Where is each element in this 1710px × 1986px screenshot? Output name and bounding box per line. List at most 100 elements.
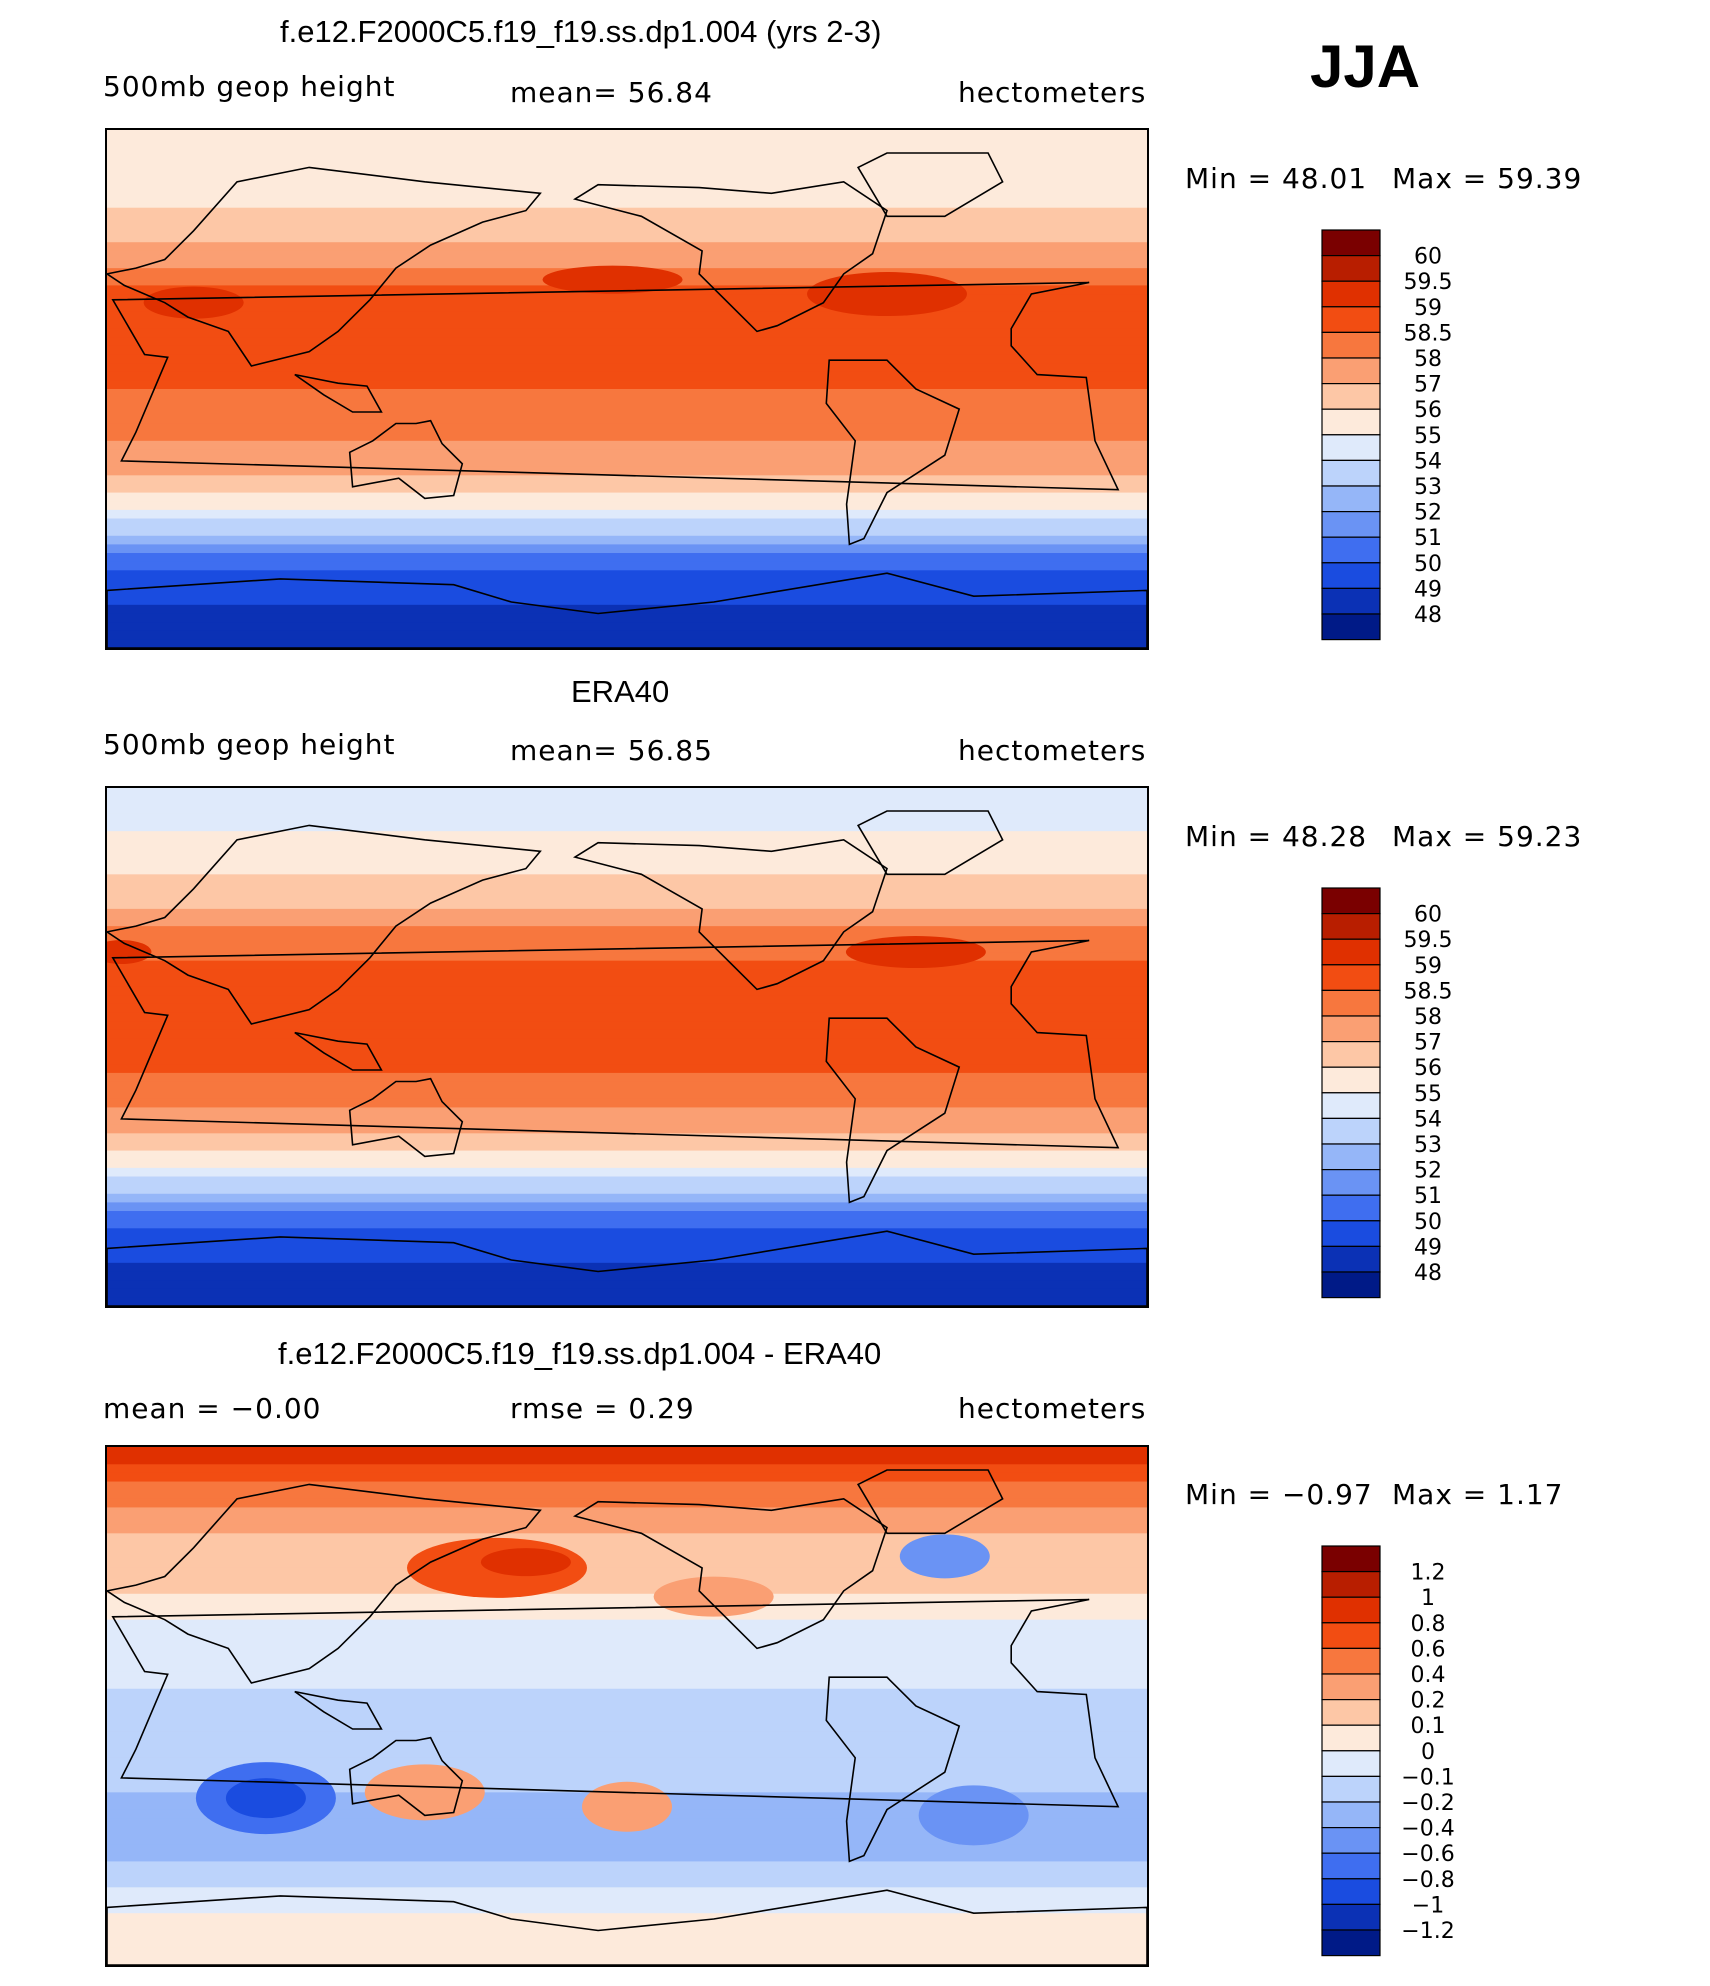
colorbar-swatch [1321, 1545, 1381, 1573]
contour-band [107, 553, 1147, 563]
contour-band [107, 917, 1147, 927]
coastline [856, 1469, 1004, 1535]
colorbar-swatch [1321, 1143, 1381, 1171]
contour-band [107, 492, 1147, 502]
anomaly-region [364, 1764, 485, 1821]
contour-band [107, 1150, 1147, 1160]
contour-band [107, 190, 1147, 200]
coastline [107, 1483, 542, 1684]
contour-band [107, 1541, 1147, 1552]
coastline [825, 359, 961, 546]
colorbar-swatch [1321, 1724, 1381, 1752]
contour-band [107, 891, 1147, 901]
contour-band [107, 1550, 1147, 1560]
contour-band [107, 380, 1147, 390]
panel-1-max-label: Max = 59.39 [1392, 162, 1583, 195]
contour-band [107, 1930, 1147, 1940]
contour-band [107, 1636, 1147, 1647]
contour-band [107, 423, 1147, 433]
coastline [572, 1497, 888, 1650]
coastline [825, 1017, 961, 1204]
colorbar-tick-label: −1 [1412, 1893, 1444, 1918]
contour-band [107, 1947, 1147, 1957]
panel-2-max-label: Max = 59.23 [1392, 820, 1583, 853]
high-pressure-region [845, 936, 986, 969]
coastline [107, 1230, 1147, 1306]
contour-band [107, 250, 1147, 261]
contour-band [107, 1895, 1147, 1906]
colorbar-tick-label: 49 [1414, 577, 1442, 602]
contour-band [107, 1887, 1147, 1897]
contour-band [107, 1481, 1147, 1491]
contour-band [107, 1576, 1147, 1586]
contour-band [107, 1766, 1147, 1776]
contour-band [107, 328, 1147, 338]
contour-band [107, 570, 1147, 580]
anomaly-region [480, 1548, 571, 1577]
contour-band [107, 354, 1147, 364]
colorbar-swatch [1321, 989, 1381, 1017]
contour-band [107, 630, 1147, 640]
contour-band [107, 1072, 1147, 1083]
contour-band [107, 518, 1147, 528]
colorbar-tick-label: 53 [1414, 475, 1442, 500]
contour-band [107, 1116, 1147, 1126]
contour-band [107, 440, 1147, 451]
contour-band [107, 1870, 1147, 1880]
contour-band [107, 1211, 1147, 1221]
contour-band [107, 874, 1147, 884]
colorbar-swatch [1321, 964, 1381, 992]
contour-band [107, 1029, 1147, 1039]
contour-band [107, 397, 1147, 407]
coastline [348, 419, 464, 500]
panel-2-mean-label: mean= 56.85 [510, 734, 713, 767]
contour-band [107, 587, 1147, 597]
contour-band [107, 199, 1147, 209]
contour-band [107, 1662, 1147, 1673]
contour-band [107, 1507, 1147, 1517]
coastline [111, 281, 1120, 491]
colorbar-tick-label: 57 [1414, 1031, 1442, 1056]
colorbar-tick-label: 59 [1414, 954, 1442, 979]
colorbar-tick-label: 1 [1421, 1586, 1435, 1611]
panel-2-map [105, 786, 1149, 1308]
contour-band [107, 986, 1147, 996]
coastline [294, 1690, 383, 1730]
contour-band [107, 1585, 1147, 1595]
high-pressure-region [542, 265, 683, 294]
contour-band [107, 242, 1147, 252]
colorbar-swatch [1321, 1903, 1381, 1931]
colorbar-swatch [1321, 331, 1381, 359]
contour-band [107, 224, 1147, 235]
contour-band [107, 259, 1147, 269]
contour-band [107, 934, 1147, 944]
contour-band [107, 639, 1147, 648]
contour-band [107, 544, 1147, 554]
contour-band [107, 1228, 1147, 1238]
colorbar-tick-label: −0.1 [1401, 1765, 1454, 1790]
colorbar-tick-label: 55 [1414, 1082, 1442, 1107]
contour-band [107, 788, 1147, 798]
colorbar-tick-label: −0.2 [1401, 1791, 1454, 1816]
colorbar-swatch [1321, 1169, 1381, 1196]
contour-band [107, 1645, 1147, 1655]
colorbar-tick-label: 0.4 [1411, 1663, 1446, 1688]
contour-band [107, 1844, 1147, 1854]
contour-band [107, 1878, 1147, 1888]
contour-band [107, 857, 1147, 867]
contour-band [107, 475, 1147, 485]
contour-band [107, 1021, 1147, 1031]
colorbar-tick-label: 50 [1414, 552, 1442, 577]
contour-band [107, 1593, 1147, 1603]
contour-band [107, 1107, 1147, 1117]
contour-band [107, 1202, 1147, 1212]
contour-band [107, 432, 1147, 442]
contour-band [107, 509, 1147, 520]
contour-band [107, 345, 1147, 356]
contour-band [107, 813, 1147, 824]
colorbar-swatch [1321, 587, 1381, 615]
contour-band [107, 822, 1147, 832]
contour-band [107, 449, 1147, 459]
contour-band [107, 1956, 1147, 1965]
